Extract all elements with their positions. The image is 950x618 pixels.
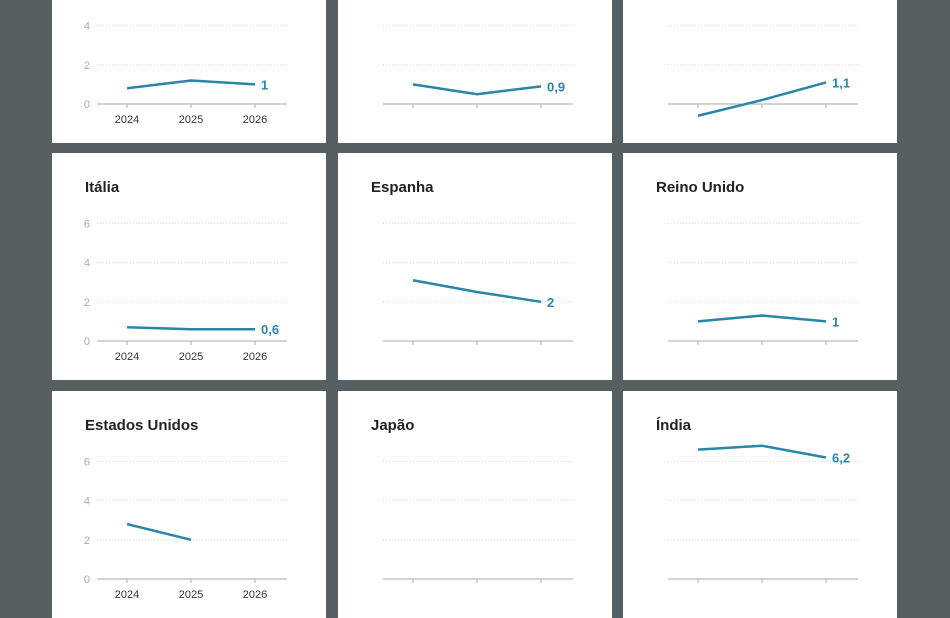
series-line (127, 327, 255, 329)
chart-panel: Japão (338, 391, 612, 618)
chart-svg: 2024 2025 2026 0 2 4 6 0,6 (52, 153, 326, 380)
chart-svg: 1,1 (623, 0, 897, 143)
end-value-label: 0,9 (547, 79, 565, 94)
y-tick-label: 0 (84, 574, 90, 586)
x-tick-label: 2024 (115, 114, 139, 126)
y-tick-label: 0 (84, 99, 90, 111)
series-line (413, 84, 541, 94)
chart-svg: 1 (623, 153, 897, 380)
end-value-label: 0,6 (261, 322, 279, 337)
series-line (698, 446, 826, 458)
end-value-label: 1,1 (832, 75, 850, 90)
chart-panel: 2024 2025 2026 0 2 4 1 (52, 0, 326, 143)
chart-svg: 2024 2025 2026 0 2 4 6 (52, 391, 326, 618)
x-tick-label: 2024 (115, 589, 139, 601)
y-tick-label: 4 (84, 496, 90, 508)
x-tick-label: 2026 (243, 589, 267, 601)
chart-svg: 6,2 (623, 391, 897, 618)
x-tick-label: 2025 (179, 351, 203, 363)
y-tick-label: 2 (84, 535, 90, 547)
chart-svg: 0,9 (338, 0, 612, 143)
end-value-label: 1 (832, 314, 839, 329)
x-tick-label: 2026 (243, 351, 267, 363)
chart-panel: 1,1 (623, 0, 897, 143)
y-tick-label: 6 (84, 456, 90, 468)
y-tick-label: 2 (84, 60, 90, 72)
series-line (698, 82, 826, 115)
y-tick-label: 2 (84, 297, 90, 309)
chart-svg (338, 391, 612, 618)
y-tick-label: 4 (84, 21, 90, 33)
series-line (127, 80, 255, 88)
y-tick-label: 0 (84, 336, 90, 348)
x-tick-label: 2025 (179, 589, 203, 601)
end-value-label: 2 (547, 295, 554, 310)
series-line (413, 280, 541, 302)
end-value-label: 1 (261, 77, 268, 92)
chart-svg: 2 (338, 153, 612, 380)
end-value-label: 6,2 (832, 450, 850, 465)
y-tick-label: 4 (84, 258, 90, 270)
chart-svg: 2024 2025 2026 0 2 4 1 (52, 0, 326, 143)
x-tick-label: 2024 (115, 351, 139, 363)
series-line (127, 524, 191, 540)
series-line (698, 316, 826, 322)
chart-panel: 0,9 (338, 0, 612, 143)
x-tick-label: 2025 (179, 114, 203, 126)
x-tick-label: 2026 (243, 114, 267, 126)
y-tick-label: 6 (84, 218, 90, 230)
